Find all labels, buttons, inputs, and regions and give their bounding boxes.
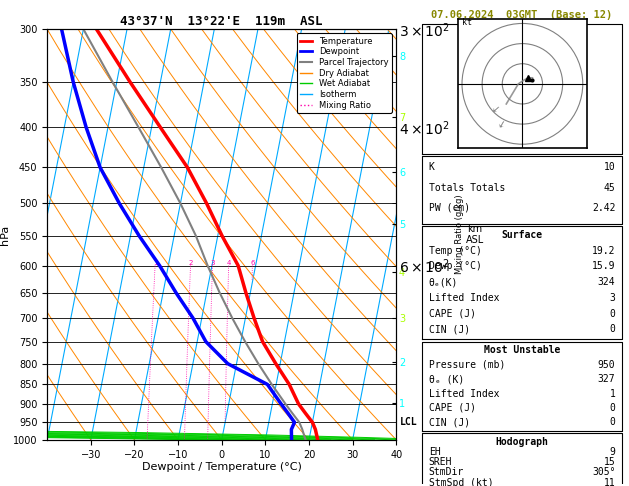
Text: Lifted Index: Lifted Index — [429, 293, 499, 303]
Text: 3: 3 — [610, 293, 615, 303]
Text: StmSpd (kt): StmSpd (kt) — [429, 478, 493, 486]
Text: 0: 0 — [610, 417, 615, 427]
Text: 3: 3 — [210, 260, 214, 265]
Text: 10: 10 — [604, 162, 615, 172]
Text: kt: kt — [462, 18, 472, 28]
Text: CIN (J): CIN (J) — [429, 417, 470, 427]
Text: CAPE (J): CAPE (J) — [429, 403, 476, 413]
Text: CAPE (J): CAPE (J) — [429, 309, 476, 318]
Text: Hodograph: Hodograph — [496, 437, 548, 447]
Text: 07.06.2024  03GMT  (Base: 12): 07.06.2024 03GMT (Base: 12) — [431, 10, 613, 19]
Text: Dewp (°C): Dewp (°C) — [429, 261, 482, 271]
Text: →: → — [494, 116, 506, 128]
Text: Temp (°C): Temp (°C) — [429, 246, 482, 256]
Y-axis label: km
ASL: km ASL — [466, 224, 484, 245]
Text: Lifted Index: Lifted Index — [429, 388, 499, 399]
Text: K: K — [429, 162, 435, 172]
Text: CIN (J): CIN (J) — [429, 324, 470, 334]
Text: Most Unstable: Most Unstable — [484, 346, 560, 355]
Y-axis label: hPa: hPa — [0, 225, 10, 244]
Text: SREH: SREH — [429, 457, 452, 467]
Text: →: → — [488, 101, 501, 114]
Text: 1: 1 — [153, 260, 157, 265]
X-axis label: Dewpoint / Temperature (°C): Dewpoint / Temperature (°C) — [142, 462, 302, 472]
Text: 4: 4 — [226, 260, 231, 265]
Text: 2: 2 — [188, 260, 192, 265]
Text: 11: 11 — [604, 478, 615, 486]
Text: LCL: LCL — [400, 417, 418, 427]
Text: 15: 15 — [604, 457, 615, 467]
Text: Surface: Surface — [501, 230, 543, 240]
Text: 324: 324 — [598, 277, 615, 287]
Text: 0: 0 — [610, 324, 615, 334]
Title: 43°37'N  13°22'E  119m  ASL: 43°37'N 13°22'E 119m ASL — [121, 15, 323, 28]
Text: 305°: 305° — [592, 468, 615, 477]
Text: 0: 0 — [610, 309, 615, 318]
Text: Mixing Ratio (g/kg): Mixing Ratio (g/kg) — [455, 195, 464, 274]
Text: θₑ (K): θₑ (K) — [429, 374, 464, 384]
Text: 1: 1 — [610, 388, 615, 399]
Text: 327: 327 — [598, 374, 615, 384]
Text: Pressure (mb): Pressure (mb) — [429, 360, 505, 370]
Text: 19.2: 19.2 — [592, 246, 615, 256]
Text: 0: 0 — [610, 403, 615, 413]
Legend: Temperature, Dewpoint, Parcel Trajectory, Dry Adiabat, Wet Adiabat, Isotherm, Mi: Temperature, Dewpoint, Parcel Trajectory… — [297, 34, 392, 113]
Text: 45: 45 — [604, 183, 615, 192]
Text: Totals Totals: Totals Totals — [429, 183, 505, 192]
Text: θₑ(K): θₑ(K) — [429, 277, 458, 287]
Text: 950: 950 — [598, 360, 615, 370]
Text: 2.42: 2.42 — [592, 203, 615, 213]
Text: 6: 6 — [250, 260, 255, 265]
Text: 15.9: 15.9 — [592, 261, 615, 271]
Text: StmDir: StmDir — [429, 468, 464, 477]
Text: EH: EH — [429, 447, 440, 457]
Text: 9: 9 — [610, 447, 615, 457]
Text: PW (cm): PW (cm) — [429, 203, 470, 213]
